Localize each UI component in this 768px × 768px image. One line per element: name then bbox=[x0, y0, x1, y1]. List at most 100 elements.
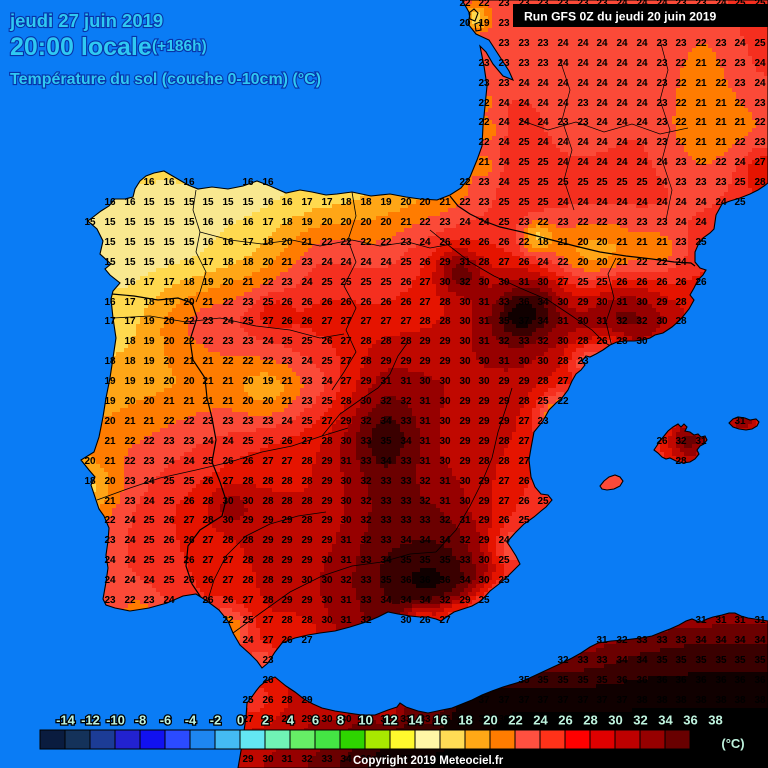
svg-text:29: 29 bbox=[301, 714, 313, 725]
svg-text:21: 21 bbox=[281, 396, 293, 407]
svg-text:26: 26 bbox=[400, 277, 412, 288]
svg-text:31: 31 bbox=[419, 416, 431, 427]
svg-text:28: 28 bbox=[242, 575, 254, 586]
svg-text:26: 26 bbox=[183, 496, 195, 507]
svg-text:31: 31 bbox=[498, 356, 510, 367]
svg-text:30: 30 bbox=[439, 396, 451, 407]
svg-text:18: 18 bbox=[340, 197, 352, 208]
svg-text:32: 32 bbox=[557, 655, 569, 666]
svg-text:19: 19 bbox=[262, 376, 274, 387]
svg-text:16: 16 bbox=[163, 177, 175, 188]
svg-text:28: 28 bbox=[577, 336, 589, 347]
svg-text:21: 21 bbox=[616, 257, 628, 268]
svg-text:19: 19 bbox=[104, 376, 116, 387]
svg-text:22: 22 bbox=[754, 117, 766, 128]
svg-text:33: 33 bbox=[577, 655, 589, 666]
svg-text:34: 34 bbox=[400, 595, 412, 606]
svg-text:21: 21 bbox=[557, 237, 569, 248]
svg-text:33: 33 bbox=[321, 754, 333, 765]
svg-text:25: 25 bbox=[163, 555, 175, 566]
svg-text:29: 29 bbox=[281, 595, 293, 606]
svg-text:19: 19 bbox=[143, 336, 155, 347]
svg-text:23: 23 bbox=[202, 316, 214, 327]
svg-text:18: 18 bbox=[281, 217, 293, 228]
svg-text:17: 17 bbox=[321, 197, 333, 208]
svg-text:25: 25 bbox=[577, 177, 589, 188]
svg-text:23: 23 bbox=[675, 177, 687, 188]
svg-text:22: 22 bbox=[459, 177, 471, 188]
svg-text:38: 38 bbox=[754, 695, 766, 706]
svg-text:28: 28 bbox=[439, 297, 451, 308]
svg-text:29: 29 bbox=[439, 336, 451, 347]
svg-text:27: 27 bbox=[321, 416, 333, 427]
svg-text:29: 29 bbox=[419, 336, 431, 347]
svg-text:30: 30 bbox=[608, 713, 622, 728]
svg-text:28: 28 bbox=[498, 436, 510, 447]
svg-text:19: 19 bbox=[301, 217, 313, 228]
svg-text:26: 26 bbox=[202, 595, 214, 606]
svg-text:24: 24 bbox=[321, 257, 333, 268]
svg-text:12: 12 bbox=[383, 713, 397, 728]
svg-text:29: 29 bbox=[281, 555, 293, 566]
svg-text:28: 28 bbox=[281, 695, 293, 706]
svg-text:24: 24 bbox=[124, 535, 136, 546]
svg-text:16: 16 bbox=[242, 177, 254, 188]
svg-text:22: 22 bbox=[143, 436, 155, 447]
svg-text:19: 19 bbox=[104, 396, 116, 407]
svg-text:24: 24 bbox=[242, 635, 254, 646]
svg-text:15: 15 bbox=[124, 257, 136, 268]
svg-text:20: 20 bbox=[242, 396, 254, 407]
svg-text:23: 23 bbox=[518, 58, 530, 69]
svg-text:32: 32 bbox=[301, 754, 313, 765]
svg-text:26: 26 bbox=[498, 237, 510, 248]
svg-text:29: 29 bbox=[478, 515, 490, 526]
svg-text:34: 34 bbox=[340, 754, 352, 765]
svg-text:25: 25 bbox=[518, 137, 530, 148]
svg-text:32: 32 bbox=[419, 476, 431, 487]
svg-text:30: 30 bbox=[340, 496, 352, 507]
svg-text:22: 22 bbox=[104, 515, 116, 526]
svg-text:27: 27 bbox=[360, 316, 372, 327]
svg-text:25: 25 bbox=[321, 396, 333, 407]
svg-text:34: 34 bbox=[658, 713, 673, 728]
svg-text:35: 35 bbox=[400, 555, 412, 566]
svg-text:26: 26 bbox=[459, 237, 471, 248]
svg-text:30: 30 bbox=[557, 336, 569, 347]
svg-text:19: 19 bbox=[124, 376, 136, 387]
svg-text:29: 29 bbox=[321, 456, 333, 467]
svg-text:23: 23 bbox=[675, 38, 687, 49]
svg-text:33: 33 bbox=[459, 555, 471, 566]
svg-text:32: 32 bbox=[400, 396, 412, 407]
svg-text:28: 28 bbox=[262, 555, 274, 566]
svg-text:26: 26 bbox=[301, 297, 313, 308]
svg-text:30: 30 bbox=[577, 316, 589, 327]
svg-text:25: 25 bbox=[163, 575, 175, 586]
svg-text:27: 27 bbox=[202, 535, 214, 546]
svg-text:28: 28 bbox=[537, 376, 549, 387]
svg-text:33: 33 bbox=[518, 336, 530, 347]
svg-text:34: 34 bbox=[380, 456, 392, 467]
svg-text:21: 21 bbox=[715, 137, 727, 148]
svg-text:33: 33 bbox=[498, 297, 510, 308]
svg-text:30: 30 bbox=[340, 436, 352, 447]
svg-text:33: 33 bbox=[360, 575, 372, 586]
svg-text:35: 35 bbox=[439, 555, 451, 566]
svg-text:25: 25 bbox=[518, 177, 530, 188]
svg-text:28: 28 bbox=[321, 436, 333, 447]
svg-text:29: 29 bbox=[242, 515, 254, 526]
svg-text:25: 25 bbox=[537, 396, 549, 407]
svg-text:23: 23 bbox=[557, 217, 569, 228]
svg-text:36: 36 bbox=[616, 675, 628, 686]
svg-text:24: 24 bbox=[557, 98, 569, 109]
svg-text:32: 32 bbox=[380, 396, 392, 407]
svg-text:31: 31 bbox=[340, 456, 352, 467]
svg-text:22: 22 bbox=[222, 356, 234, 367]
svg-text:23: 23 bbox=[301, 257, 313, 268]
svg-text:23: 23 bbox=[577, 356, 589, 367]
svg-text:27: 27 bbox=[754, 157, 766, 168]
svg-text:23: 23 bbox=[439, 217, 451, 228]
svg-text:24: 24 bbox=[715, 197, 727, 208]
svg-text:24: 24 bbox=[616, 197, 628, 208]
svg-text:23: 23 bbox=[222, 336, 234, 347]
svg-text:23: 23 bbox=[734, 78, 746, 89]
